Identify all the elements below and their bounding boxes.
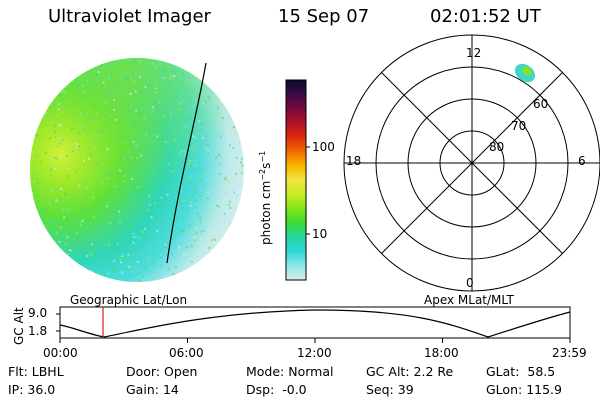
dsp-field: Dsp: -0.0 <box>246 382 307 397</box>
filter-field: Flt: LBHL <box>8 364 64 379</box>
mlat-label-60: 60 <box>533 97 549 111</box>
colorbar-unit-label: photon cm−2s−1 <box>258 150 273 245</box>
time-tick-2359: 23:59 <box>552 346 587 360</box>
mlt-label-0: 0 <box>466 276 474 290</box>
time-label: 02:01:52 UT <box>430 6 541 27</box>
gain-field: Gain: 14 <box>126 382 179 397</box>
glat-field: GLat: 58.5 <box>486 364 556 379</box>
altitude-plot <box>56 306 571 343</box>
alt-tick-1-8: 1.8 <box>28 324 48 338</box>
colorbar-tick-100: 100 <box>312 140 335 154</box>
polar-plot <box>343 34 600 292</box>
gc-alt-field: GC Alt: 2.2 Re <box>366 364 454 379</box>
time-tick-1800: 18:00 <box>424 346 459 360</box>
terminator-line <box>166 62 207 264</box>
mlat-label-80: 80 <box>489 140 505 154</box>
colorbar-tick-10: 10 <box>312 227 328 241</box>
seq-field: Seq: 39 <box>366 382 414 397</box>
time-tick-0000: 00:00 <box>43 346 78 360</box>
colorbar <box>285 79 310 281</box>
apex-label: Apex MLat/MLT <box>424 293 514 307</box>
alt-tick-9: 9.0 <box>28 306 48 320</box>
time-tick-0600: 06:00 <box>169 346 204 360</box>
alt-axis-title: GC Alt <box>12 307 26 345</box>
time-tick-1200: 12:00 <box>297 346 332 360</box>
mode-field: Mode: Normal <box>246 364 334 379</box>
door-field: Door: Open <box>126 364 198 379</box>
date-label: 15 Sep 07 <box>278 6 370 27</box>
mlt-label-18: 18 <box>346 154 362 168</box>
mlat-label-70: 70 <box>511 119 527 133</box>
ip-field: IP: 36.0 <box>8 382 56 397</box>
instrument-title: Ultraviolet Imager <box>48 6 211 27</box>
geographic-label: Geographic Lat/Lon <box>70 293 188 307</box>
glon-field: GLon: 115.9 <box>486 382 562 397</box>
mlt-label-6: 6 <box>578 154 586 168</box>
altitude-curve <box>59 309 571 338</box>
mlt-label-12: 12 <box>466 46 482 60</box>
imager-disk <box>30 58 244 282</box>
